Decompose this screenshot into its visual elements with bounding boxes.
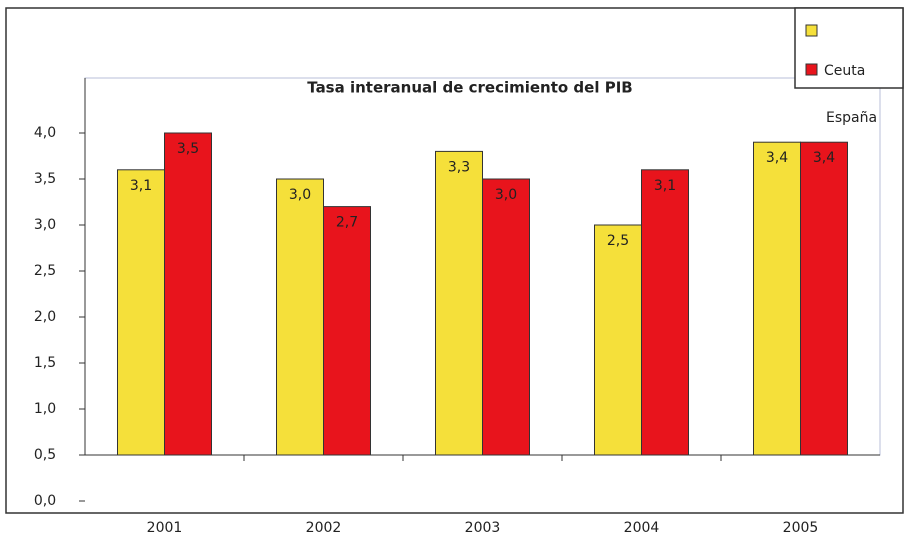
legend-swatch	[805, 24, 818, 37]
y-tick-label: 2,5	[34, 263, 56, 279]
x-tick-label: 2001	[147, 520, 183, 536]
bar	[276, 178, 324, 456]
chart-title: Tasa interanual de crecimiento del PIB	[307, 79, 632, 97]
y-tick-label: 3,0	[34, 217, 56, 233]
y-tick-label: 1,5	[34, 355, 56, 371]
y-tick-label: 0,0	[34, 493, 56, 509]
x-tick-label: 2005	[783, 520, 819, 536]
legend-label: España	[826, 110, 877, 126]
value-label: 3,1	[654, 178, 676, 194]
legend-label: Ceuta	[824, 63, 865, 79]
value-label: 2,5	[607, 233, 629, 249]
bar	[164, 132, 212, 456]
y-tick-label: 2,0	[34, 309, 56, 325]
x-tick-label: 2003	[465, 520, 501, 536]
x-tick-label: 2002	[306, 520, 342, 536]
bar	[435, 150, 483, 456]
bar	[641, 169, 689, 456]
value-label: 2,7	[336, 215, 358, 231]
legend-swatch	[805, 63, 818, 76]
value-label: 3,0	[495, 187, 517, 203]
value-label: 3,3	[448, 159, 470, 175]
value-label: 3,1	[130, 178, 152, 194]
value-label: 3,4	[813, 150, 835, 166]
bar	[323, 206, 371, 456]
value-label: 3,0	[289, 187, 311, 203]
y-tick-label: 0,5	[34, 447, 56, 463]
bar	[753, 141, 801, 456]
value-label: 3,4	[766, 150, 788, 166]
bar	[482, 178, 530, 456]
y-tick-label: 3,5	[34, 171, 56, 187]
bar	[117, 169, 165, 456]
bar	[594, 224, 642, 456]
bar	[800, 141, 848, 456]
y-tick-label: 4,0	[34, 125, 56, 141]
y-tick-label: 1,0	[34, 401, 56, 417]
x-tick-label: 2004	[624, 520, 660, 536]
value-label: 3,5	[177, 141, 199, 157]
